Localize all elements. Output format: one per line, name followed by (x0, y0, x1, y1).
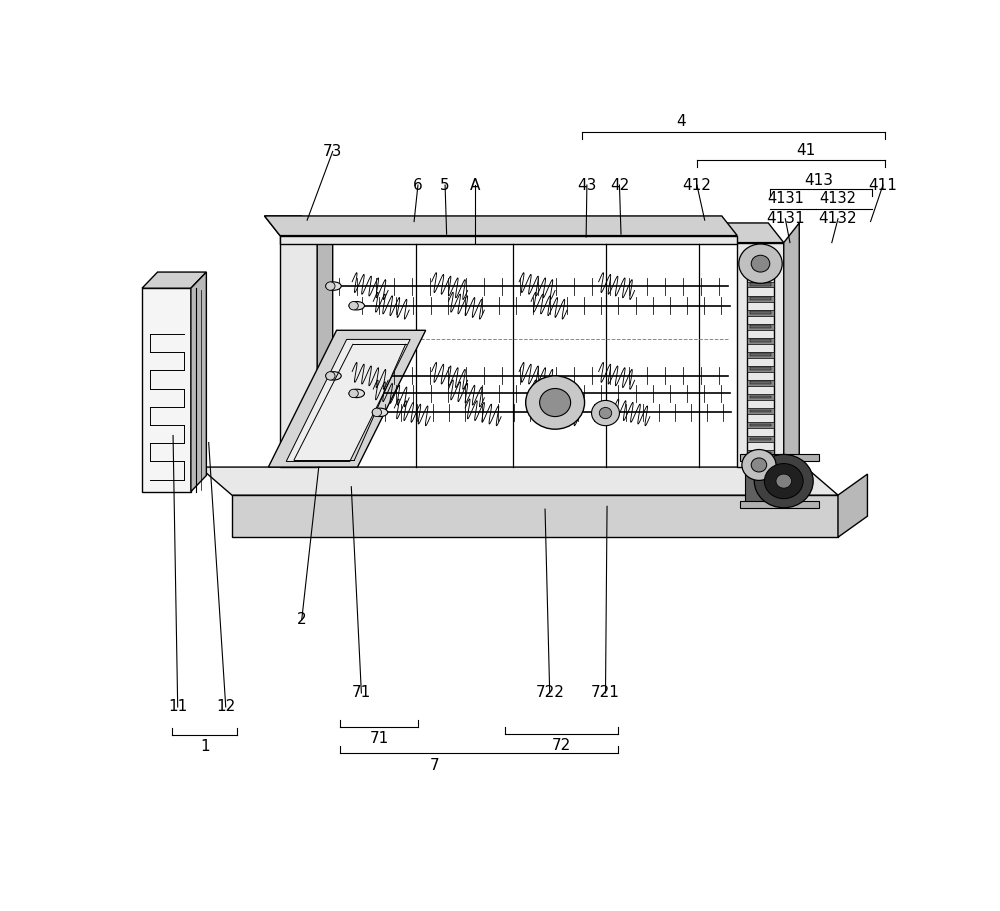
Ellipse shape (326, 281, 341, 291)
Bar (747, 408, 774, 414)
Bar (750, 283, 771, 286)
Circle shape (751, 458, 767, 472)
Bar (747, 366, 774, 372)
Ellipse shape (372, 408, 388, 416)
Text: 721: 721 (591, 685, 620, 701)
Text: A: A (470, 178, 480, 192)
Circle shape (739, 244, 782, 283)
Circle shape (592, 401, 619, 425)
Polygon shape (722, 223, 784, 242)
Text: 72: 72 (552, 738, 571, 752)
Circle shape (349, 302, 358, 310)
Polygon shape (286, 340, 410, 462)
Bar (747, 422, 774, 428)
Text: 4132: 4132 (820, 191, 856, 206)
Bar (750, 297, 771, 300)
Text: 412: 412 (683, 178, 711, 192)
Circle shape (764, 464, 803, 498)
Text: 4131: 4131 (767, 191, 804, 206)
Text: 411: 411 (869, 178, 897, 192)
Text: 722: 722 (535, 685, 564, 701)
Circle shape (526, 376, 585, 429)
Bar (750, 452, 771, 455)
Text: 43: 43 (577, 178, 597, 192)
Text: 5: 5 (440, 178, 450, 192)
Text: 1: 1 (200, 739, 210, 754)
Ellipse shape (349, 302, 364, 310)
Bar (747, 310, 774, 315)
Polygon shape (199, 467, 838, 496)
Bar (750, 353, 771, 356)
Polygon shape (264, 216, 737, 236)
Bar (750, 312, 771, 314)
Polygon shape (268, 331, 426, 467)
Circle shape (751, 255, 770, 272)
Bar (750, 424, 771, 426)
Polygon shape (784, 223, 799, 467)
Text: 71: 71 (370, 731, 389, 746)
Circle shape (326, 372, 335, 380)
Text: 7: 7 (430, 758, 440, 773)
Ellipse shape (326, 372, 341, 380)
Circle shape (540, 388, 571, 416)
Circle shape (349, 389, 358, 397)
Polygon shape (142, 272, 206, 288)
Bar (750, 395, 771, 398)
Bar (747, 394, 774, 400)
Circle shape (742, 449, 776, 480)
Bar (747, 450, 774, 456)
Bar (750, 270, 771, 272)
Bar (747, 296, 774, 302)
Text: 2: 2 (297, 612, 307, 628)
Bar (750, 437, 771, 440)
Polygon shape (838, 474, 867, 537)
Circle shape (326, 281, 335, 291)
Text: 41: 41 (796, 143, 815, 159)
Bar (747, 338, 774, 343)
Circle shape (754, 455, 813, 507)
Text: 4: 4 (677, 114, 686, 129)
Polygon shape (142, 288, 191, 492)
Ellipse shape (349, 389, 364, 397)
Polygon shape (280, 236, 737, 244)
Polygon shape (737, 242, 784, 467)
Bar (747, 281, 774, 288)
Bar (750, 382, 771, 384)
Circle shape (776, 474, 792, 488)
Bar (750, 410, 771, 413)
Text: 413: 413 (804, 173, 833, 188)
Polygon shape (745, 460, 780, 502)
Circle shape (599, 407, 612, 419)
Text: 73: 73 (323, 144, 342, 159)
Polygon shape (740, 455, 819, 462)
Polygon shape (317, 223, 333, 467)
Text: 71: 71 (352, 685, 371, 701)
Bar (750, 340, 771, 343)
Polygon shape (740, 501, 819, 507)
Circle shape (372, 408, 382, 416)
Bar (747, 352, 774, 358)
Polygon shape (232, 496, 838, 537)
Text: 12: 12 (216, 700, 235, 714)
Bar (747, 324, 774, 330)
Bar (747, 380, 774, 385)
Text: 4131: 4131 (766, 211, 805, 226)
Text: 42: 42 (610, 178, 629, 192)
Text: 11: 11 (168, 700, 187, 714)
Bar (747, 268, 774, 273)
Text: 6: 6 (413, 178, 423, 192)
Bar (747, 436, 774, 442)
Polygon shape (191, 272, 206, 492)
Polygon shape (280, 236, 317, 467)
Bar (750, 325, 771, 328)
Text: 4132: 4132 (819, 211, 857, 226)
Polygon shape (264, 216, 317, 236)
Bar (750, 367, 771, 370)
